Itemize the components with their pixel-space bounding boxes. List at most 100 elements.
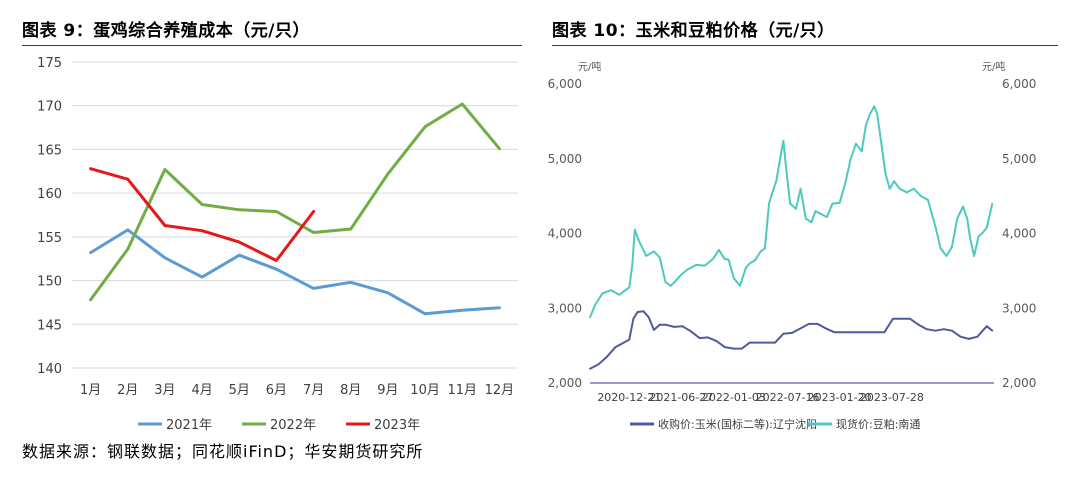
series-line-soymeal: [589, 105, 994, 318]
data-point: [126, 228, 129, 232]
data-point: [962, 205, 964, 208]
data-point: [609, 289, 612, 292]
data-point: [920, 195, 922, 198]
data-point: [779, 156, 782, 159]
fig10-title: 图表 10：玉米和豆粕价格（元/只）: [552, 21, 835, 41]
data-point: [864, 124, 867, 127]
data-point: [631, 263, 634, 266]
y-tick-label: 155: [37, 231, 62, 246]
data-point: [461, 102, 464, 106]
data-point: [461, 309, 464, 312]
x-tick-label: 8月: [340, 383, 361, 398]
legend-label: 2021年: [166, 418, 212, 433]
data-point: [723, 346, 726, 349]
data-point: [597, 363, 600, 366]
data-point: [757, 341, 760, 344]
data-point: [898, 187, 901, 190]
data-point: [312, 231, 315, 234]
data-point: [860, 150, 863, 153]
fig9-title: 图表 9：蛋鸡综合养殖成本（元/只）: [22, 21, 310, 41]
data-point: [636, 311, 639, 313]
x-tick-label: 2022-01-03: [702, 391, 766, 404]
data-point: [814, 210, 817, 212]
data-point: [883, 331, 886, 334]
x-tick-label: 2022-07-16: [756, 391, 820, 404]
data-point: [680, 273, 683, 276]
data-point: [799, 187, 802, 190]
legend-label: 收购价:玉米(国标二等):辽宁沈阳: [658, 417, 817, 431]
data-point: [748, 341, 751, 344]
data-point: [782, 139, 785, 142]
data-point: [810, 221, 813, 224]
x-tick-label: 2021-06-27: [649, 391, 713, 404]
data-point: [855, 142, 857, 145]
data-point: [956, 217, 959, 220]
data-point: [703, 264, 706, 267]
data-point: [844, 181, 847, 184]
data-point: [981, 329, 984, 332]
data-point: [873, 105, 876, 108]
data-point: [594, 303, 597, 306]
data-point: [622, 341, 625, 344]
data-point: [645, 255, 648, 257]
data-point: [601, 292, 604, 295]
data-point: [739, 284, 741, 287]
data-point: [748, 262, 751, 265]
data-point: [893, 180, 896, 183]
data-point: [842, 331, 844, 334]
data-point: [89, 298, 92, 302]
data-point: [712, 258, 715, 260]
data-point: [423, 125, 427, 128]
x-tick-label: 1月: [80, 383, 101, 398]
data-point: [386, 172, 390, 176]
data-point: [763, 247, 766, 250]
series-line-2022年: [89, 102, 501, 302]
data-point: [951, 246, 953, 248]
data-point: [791, 332, 793, 334]
data-point: [892, 317, 894, 320]
data-point: [89, 167, 92, 170]
series-line-corn: [589, 310, 993, 370]
data-point: [647, 316, 650, 319]
data-point: [723, 258, 726, 260]
data-point: [727, 258, 730, 261]
data-point: [759, 250, 762, 253]
y-tick-label-right: 3,000: [1002, 301, 1036, 315]
data-point: [833, 331, 836, 334]
x-tick-label: 11月: [447, 383, 477, 398]
data-point: [275, 259, 278, 262]
data-point: [638, 240, 640, 242]
y-tick-label-right: 2,000: [1002, 376, 1036, 390]
data-point: [633, 228, 636, 231]
data-point: [698, 337, 701, 340]
y-tick-label: 160: [37, 187, 62, 202]
data-point: [89, 251, 92, 254]
data-point: [838, 201, 841, 204]
data-point: [820, 213, 823, 215]
data-point: [908, 317, 911, 320]
x-tick-label: 2020-12-21: [597, 391, 661, 404]
data-point: [349, 227, 352, 231]
data-point: [775, 180, 778, 183]
data-point: [628, 286, 631, 289]
data-point: [642, 310, 645, 313]
data-point: [973, 255, 975, 257]
data-point: [312, 287, 315, 290]
data-point: [799, 327, 802, 330]
data-point: [695, 263, 698, 266]
data-point: [614, 346, 617, 349]
y-tick-label: 150: [37, 275, 62, 290]
data-point: [715, 340, 718, 343]
data-point: [884, 172, 887, 175]
fig9-rule: [22, 45, 522, 46]
data-point: [386, 291, 390, 295]
y-tick-label-left: 2,000: [548, 376, 582, 390]
data-point: [664, 323, 667, 326]
data-point: [163, 224, 167, 227]
y-tick-label-right: 4,000: [1002, 227, 1036, 241]
data-point: [658, 323, 661, 326]
x-tick-label: 4月: [191, 383, 212, 398]
data-point: [690, 330, 692, 333]
data-point: [831, 202, 834, 205]
